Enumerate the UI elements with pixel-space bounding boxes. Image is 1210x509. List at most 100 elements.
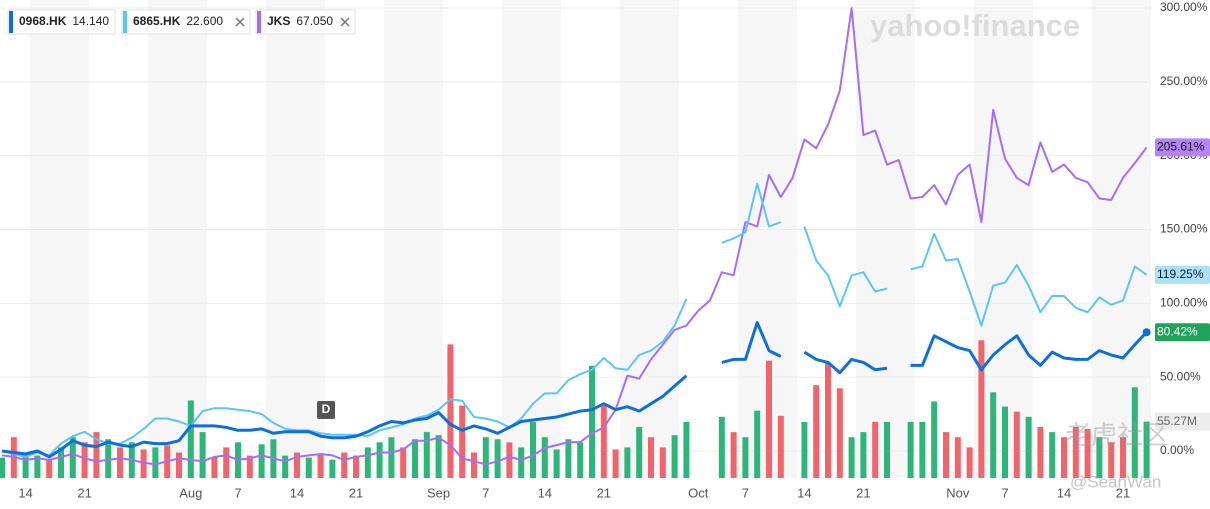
value-tag	[1155, 138, 1210, 157]
volume-bar	[541, 437, 548, 478]
watermark-logo: yahoo!finance	[870, 8, 1080, 43]
volume-bar	[530, 421, 536, 478]
volume-bar	[34, 455, 41, 478]
volume-bar	[872, 421, 879, 478]
volume-bar	[954, 437, 961, 478]
value-tag-label: 205.61%	[1157, 140, 1205, 154]
volume-bar	[836, 388, 843, 478]
volume-bar	[565, 439, 572, 478]
volume-bar	[482, 437, 489, 478]
y-tick-label: 150.00%	[1160, 222, 1208, 236]
y-tick-label: 300.00%	[1160, 0, 1208, 14]
volume-bar	[907, 421, 914, 478]
week-band	[856, 0, 915, 478]
volume-bar	[58, 447, 64, 478]
legend-item[interactable]: JKS 67.050	[255, 9, 356, 35]
volume-bar	[46, 459, 53, 478]
volume-bar	[990, 392, 997, 478]
week-band	[1092, 0, 1151, 478]
volume-bar	[612, 449, 619, 478]
legend-swatch	[257, 11, 261, 33]
legend-price: 22.600	[186, 14, 223, 28]
event-marker[interactable]	[317, 401, 335, 419]
legend-swatch	[9, 11, 13, 33]
volume-bar	[1061, 437, 1067, 478]
volume-bar	[978, 340, 985, 478]
remove-icon[interactable]	[340, 17, 350, 27]
legend-name: 0968.HK	[19, 14, 67, 28]
x-tick-label: Sep	[427, 485, 450, 500]
volume-bar	[93, 432, 100, 478]
series-line	[1, 321, 1148, 459]
volume-bar	[341, 452, 348, 478]
y-tick-label: 250.00%	[1160, 74, 1208, 88]
series-line	[1, 182, 1148, 458]
volume-bar	[152, 447, 159, 478]
volume-bar	[317, 453, 324, 478]
value-tag	[1155, 323, 1210, 342]
volume-bar	[943, 432, 949, 478]
volume-bar	[211, 457, 218, 478]
volume-bar	[931, 401, 938, 478]
week-band	[148, 0, 207, 478]
value-tag-label: 119.25%	[1157, 267, 1204, 281]
volume-bar	[718, 416, 725, 478]
volume-bar	[494, 439, 501, 478]
volume-bar	[1049, 432, 1056, 478]
remove-icon[interactable]	[235, 17, 245, 27]
volume-bar	[1072, 427, 1079, 478]
x-tick-label: 21	[856, 485, 870, 500]
volume-bar	[1096, 437, 1103, 478]
legend-box	[7, 9, 116, 35]
volume-bar	[884, 421, 890, 478]
week-band	[620, 0, 679, 478]
volume-bar	[1025, 416, 1032, 478]
week-band	[30, 0, 89, 478]
volume-bar	[1037, 427, 1044, 478]
week-band	[502, 0, 561, 478]
x-tick-label: Nov	[946, 485, 970, 500]
volume-bar	[754, 410, 761, 478]
volume-bar	[636, 427, 643, 478]
volume-bar	[825, 362, 831, 478]
x-tick-label: Oct	[688, 485, 709, 500]
legend-box	[121, 9, 251, 35]
volume-bar	[648, 437, 654, 478]
y-tick-label: 50.00%	[1160, 369, 1201, 383]
volume-bar	[388, 437, 395, 478]
volume-bar	[600, 405, 607, 478]
legend-item[interactable]: 0968.HK 14.140	[7, 9, 116, 35]
volume-bar	[671, 435, 678, 478]
x-tick-label: 14	[538, 485, 552, 500]
volume-bar	[1120, 437, 1126, 478]
value-tag-label: 80.42%	[1157, 324, 1198, 338]
volume-bar	[69, 437, 76, 478]
week-band	[266, 0, 325, 478]
volume-tag-label: 55.27M	[1157, 414, 1197, 428]
x-tick-label: 7	[742, 485, 749, 500]
legend-name: 6865.HK	[133, 14, 181, 28]
week-band	[384, 0, 443, 478]
volume-bar	[117, 447, 123, 478]
x-tick-label: 14	[1057, 485, 1071, 500]
volume-bar	[199, 432, 206, 478]
x-tick-label: 14	[290, 485, 304, 500]
volume-bar	[258, 444, 265, 478]
value-tag	[1155, 265, 1210, 284]
volume-tag	[1155, 412, 1210, 431]
volume-bar	[223, 447, 230, 478]
volume-bar	[423, 432, 430, 478]
y-tick-label: 0.00%	[1160, 443, 1194, 457]
watermark-user: @SeanWan	[1070, 472, 1161, 491]
legend-item[interactable]: 6865.HK 22.600	[121, 9, 251, 35]
volume-bar	[282, 455, 289, 478]
volume-bar	[459, 405, 466, 478]
volume-bar	[1143, 421, 1150, 478]
legend-price: 14.140	[72, 14, 109, 28]
volume-bar	[400, 447, 407, 478]
volume-bar	[966, 447, 973, 478]
volume-bar	[1013, 411, 1020, 478]
volume-bar	[919, 421, 926, 478]
volume-bar	[777, 415, 784, 478]
